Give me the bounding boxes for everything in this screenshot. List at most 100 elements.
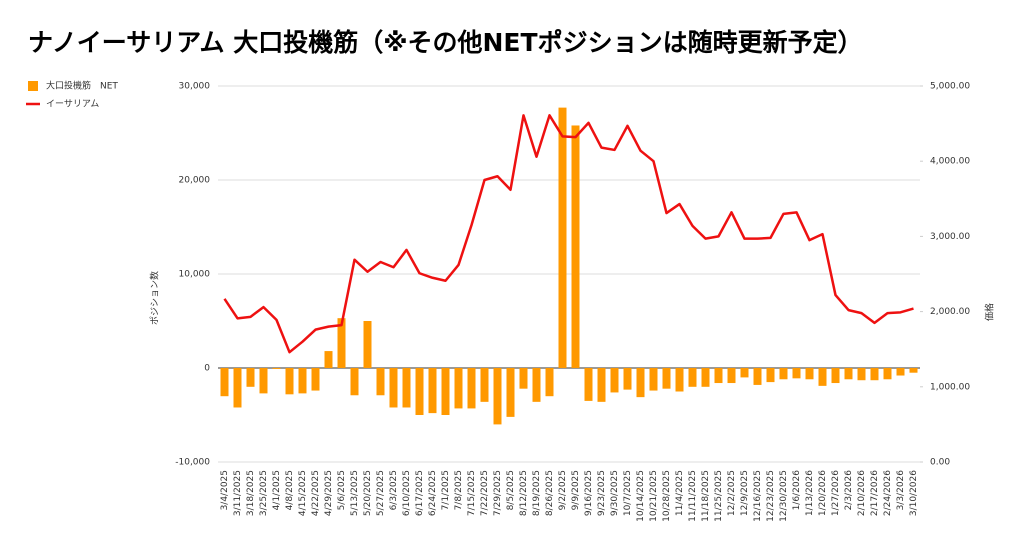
x-tick-label: 2/24/2026 (883, 470, 893, 516)
bar (883, 368, 892, 380)
x-tick-label: 6/3/2025 (389, 470, 399, 510)
bar (649, 368, 658, 391)
bar (363, 321, 372, 368)
y-tick-label: 20,000 (179, 176, 211, 186)
y2-tick-label: 1,000.00 (930, 382, 970, 392)
bar (662, 368, 671, 389)
x-tick-label: 1/27/2026 (831, 470, 841, 516)
x-tick-label: 6/17/2025 (415, 470, 425, 516)
x-tick-label: 8/19/2025 (532, 470, 542, 516)
bar (337, 318, 346, 368)
bar (519, 368, 528, 389)
bar (805, 368, 814, 380)
x-tick-label: 2/10/2026 (857, 470, 867, 516)
bar (688, 368, 697, 387)
x-tick-label: 6/10/2025 (402, 470, 412, 516)
x-tick-label: 8/5/2025 (506, 470, 516, 510)
y2-axis-title: 価格 (984, 303, 996, 321)
bar (480, 368, 489, 402)
bar (753, 368, 762, 385)
x-tick-label: 7/8/2025 (454, 470, 464, 510)
bar (701, 368, 710, 387)
x-tick-label: 6/24/2025 (428, 470, 438, 516)
bar (402, 368, 411, 408)
bar (766, 368, 775, 383)
x-tick-label: 11/11/2025 (688, 470, 698, 522)
x-tick-label: 9/2/2025 (558, 470, 568, 510)
x-tick-label: 12/9/2025 (740, 470, 750, 516)
x-tick-label: 5/27/2025 (376, 470, 386, 516)
bar (389, 368, 398, 408)
x-tick-label: 8/12/2025 (519, 470, 529, 516)
x-tick-label: 10/7/2025 (623, 470, 633, 516)
bar (285, 368, 294, 395)
x-tick-label: 7/1/2025 (441, 470, 451, 510)
bar (454, 368, 463, 409)
x-tick-label: 3/10/2026 (909, 470, 919, 516)
bar (272, 368, 281, 369)
y-tick-label: 0 (204, 364, 210, 374)
bar (558, 107, 567, 369)
x-tick-label: 9/23/2025 (597, 470, 607, 516)
x-tick-label: 4/29/2025 (324, 470, 334, 516)
bar (857, 368, 866, 381)
bar (220, 368, 229, 397)
legend-label: イーサリアム (46, 99, 99, 110)
bar (870, 368, 879, 381)
bar (571, 125, 580, 368)
chart-title: ナノイーサリアム 大口投機筋（※その他NETポジションは随時更新予定） (28, 28, 863, 57)
x-tick-label: 4/1/2025 (272, 470, 282, 510)
bar (324, 351, 333, 368)
bar (246, 368, 255, 387)
bar (896, 368, 905, 376)
bar (831, 368, 840, 384)
bar (350, 368, 359, 396)
bar (740, 368, 749, 378)
x-tick-label: 5/13/2025 (350, 470, 360, 516)
x-tick-label: 1/6/2026 (792, 470, 802, 511)
x-tick-label: 1/13/2026 (805, 470, 815, 516)
x-tick-label: 4/8/2025 (285, 470, 295, 510)
x-tick-label: 5/20/2025 (363, 470, 373, 516)
x-tick-label: 12/2/2025 (727, 470, 737, 516)
y-tick-label: 10,000 (179, 270, 211, 280)
x-tick-label: 3/3/2026 (896, 470, 906, 511)
bar (415, 368, 424, 415)
x-tick-label: 10/14/2025 (636, 470, 646, 522)
bar (532, 368, 541, 402)
bar (376, 368, 385, 396)
price-line (223, 114, 914, 354)
bar (675, 368, 684, 392)
x-tick-label: 8/26/2025 (545, 470, 555, 516)
x-tick-label: 10/28/2025 (662, 470, 672, 522)
x-tick-label: 7/15/2025 (467, 470, 477, 516)
bar (441, 368, 450, 415)
x-tick-label: 12/23/2025 (766, 470, 776, 522)
legend-label: 大口投機筋 NET (46, 80, 118, 92)
x-tick-label: 11/4/2025 (675, 470, 685, 516)
x-tick-label: 3/18/2025 (246, 470, 256, 516)
bar (818, 368, 827, 386)
bar (909, 368, 918, 373)
x-tick-label: 10/21/2025 (649, 470, 659, 522)
bar (493, 368, 502, 425)
bar (623, 368, 632, 390)
y-axis-title: ポジション数 (149, 271, 161, 325)
y2-tick-label: 5,000.00 (930, 82, 970, 92)
bar (714, 368, 723, 384)
y2-tick-label: 0.00 (930, 458, 950, 468)
bar (311, 368, 320, 391)
x-tick-label: 11/25/2025 (714, 470, 724, 522)
bar (298, 368, 307, 394)
legend-swatch (28, 81, 38, 91)
x-tick-label: 7/29/2025 (493, 470, 503, 516)
x-tick-label: 9/16/2025 (584, 470, 594, 516)
bar (545, 368, 554, 397)
y-tick-label: 30,000 (179, 82, 211, 92)
x-tick-label: 12/30/2025 (779, 470, 789, 522)
bar (506, 368, 515, 417)
x-tick-label: 11/18/2025 (701, 470, 711, 522)
x-tick-label: 12/16/2025 (753, 470, 763, 522)
x-tick-label: 5/6/2025 (337, 470, 347, 510)
